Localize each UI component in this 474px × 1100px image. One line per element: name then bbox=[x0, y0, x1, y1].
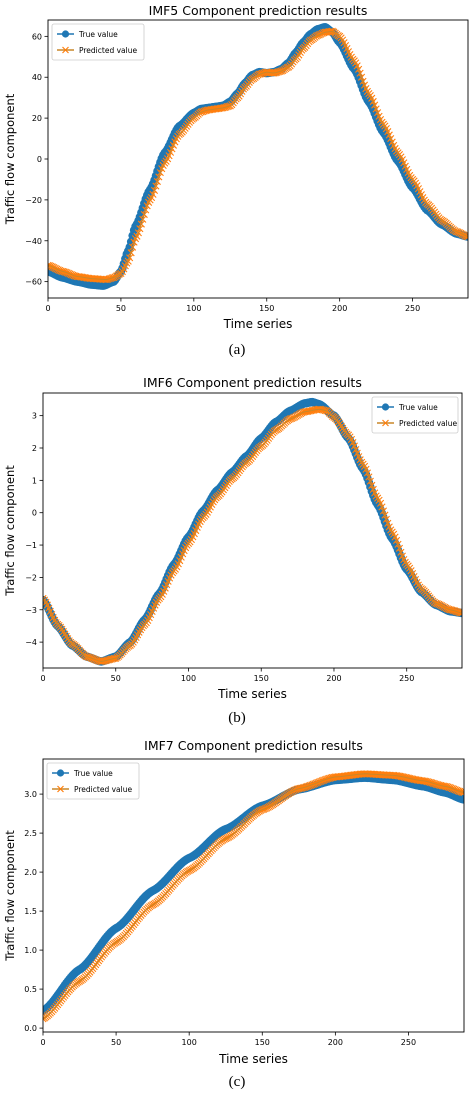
legend-x-marker bbox=[382, 419, 389, 427]
y-tick-label: 2 bbox=[32, 444, 37, 453]
x-tick-label: 200 bbox=[328, 1038, 343, 1047]
x-tick-label: 250 bbox=[405, 304, 420, 313]
legend-x-marker bbox=[57, 785, 64, 793]
y-tick-label: 1.0 bbox=[24, 946, 37, 955]
x-tick-label: 100 bbox=[182, 1038, 197, 1047]
series-predicted-value bbox=[43, 405, 462, 666]
y-tick-label: 2.5 bbox=[24, 829, 37, 838]
y-tick-label: 1.5 bbox=[24, 907, 37, 916]
series-true-value bbox=[48, 22, 468, 290]
x-tick-label: 250 bbox=[399, 674, 414, 683]
chart-panel-b: IMF6 Component prediction results 0 50 100 1… bbox=[0, 368, 474, 708]
x-tick-label: 150 bbox=[254, 674, 269, 683]
series-true-value bbox=[43, 397, 462, 666]
predicted-value-line bbox=[43, 408, 462, 663]
chart-title: IMF6 Component prediction results bbox=[143, 375, 362, 390]
legend-x-marker bbox=[62, 46, 69, 54]
y-tick-label: 40 bbox=[32, 73, 42, 82]
x-tick-label: 150 bbox=[255, 1038, 270, 1047]
x-tick-label: 200 bbox=[332, 304, 347, 313]
y-tick-label: 1 bbox=[32, 476, 37, 485]
y-tick-label: 0.5 bbox=[24, 985, 37, 994]
panel-label-a: (a) bbox=[228, 342, 246, 358]
axes-frame bbox=[47, 19, 469, 299]
legend-label: Predicted value bbox=[399, 419, 457, 428]
y-tick-label: −1 bbox=[25, 541, 37, 550]
x-tick-label: 0 bbox=[40, 674, 45, 683]
legend-circle-marker bbox=[61, 30, 70, 38]
y-tick-label: −4 bbox=[25, 638, 37, 647]
legend-box bbox=[46, 762, 140, 800]
panel-label-c: (c) bbox=[228, 1074, 246, 1090]
y-tick-label: 0.0 bbox=[24, 1024, 37, 1033]
predicted-value-point bbox=[464, 233, 468, 241]
chart-title: IMF5 Component prediction results bbox=[149, 3, 368, 18]
y-tick-label: 3 bbox=[32, 412, 37, 421]
x-axis-label: Time series bbox=[217, 687, 287, 701]
x-tick-label: 200 bbox=[326, 674, 341, 683]
plot-area bbox=[43, 770, 464, 1023]
y-tick-label: −20 bbox=[25, 196, 42, 205]
x-tick-label: 50 bbox=[111, 1038, 121, 1047]
y-tick-label: 0 bbox=[32, 509, 37, 518]
x-tick-label: 0 bbox=[45, 304, 50, 313]
legend-circle-marker bbox=[381, 403, 390, 411]
panel-label-b: (b) bbox=[228, 710, 246, 726]
y-tick-label: −60 bbox=[25, 278, 42, 287]
y-axis-label: Traffic flow component bbox=[3, 465, 17, 597]
legend: True value Predicted value bbox=[51, 23, 145, 61]
x-tick-label: 50 bbox=[116, 304, 126, 313]
chart-panel-a: IMF5 Component prediction results 0 50 100 1… bbox=[0, 0, 474, 340]
x-axis-label: Time series bbox=[223, 317, 293, 331]
chart-title: IMF7 Component prediction results bbox=[144, 738, 363, 753]
legend-label: True value bbox=[73, 769, 113, 778]
x-tick-label: 50 bbox=[111, 674, 121, 683]
predicted-value-line bbox=[48, 30, 468, 281]
legend-circle-marker bbox=[56, 769, 65, 777]
y-tick-label: 20 bbox=[32, 114, 42, 123]
axes-frame bbox=[42, 758, 465, 1033]
plot-area bbox=[43, 397, 462, 666]
chart-panel-c: IMF7 Component prediction results 0 50 100 1… bbox=[0, 735, 474, 1071]
y-tick-label: 2.0 bbox=[24, 868, 37, 877]
plot-area bbox=[48, 22, 468, 290]
chart-imf7: IMF7 Component prediction results 0 50 100 1… bbox=[3, 738, 465, 1066]
legend-label: True value bbox=[398, 403, 438, 412]
true-value-point bbox=[459, 795, 464, 804]
legend-label: Predicted value bbox=[74, 785, 132, 794]
x-tick-label: 150 bbox=[259, 304, 274, 313]
y-axis-label: Traffic flow component bbox=[3, 830, 17, 962]
chart-imf6: IMF6 Component prediction results 0 50 100 1… bbox=[3, 375, 463, 701]
legend: True value Predicted value bbox=[371, 396, 459, 434]
y-tick-label: −40 bbox=[25, 237, 42, 246]
legend-label: Predicted value bbox=[79, 46, 137, 55]
legend-label: True value bbox=[78, 30, 118, 39]
x-axis-label: Time series bbox=[218, 1052, 288, 1066]
y-tick-label: 60 bbox=[32, 32, 42, 41]
chart-imf5: IMF5 Component prediction results 0 50 100 1… bbox=[3, 3, 469, 331]
legend: True value Predicted value bbox=[46, 762, 140, 800]
y-tick-label: 3.0 bbox=[24, 790, 37, 799]
predicted-value-line bbox=[43, 773, 464, 1020]
y-tick-label: −3 bbox=[25, 606, 37, 615]
predicted-value-point bbox=[458, 609, 462, 617]
legend-box bbox=[51, 23, 145, 61]
axes-frame bbox=[42, 392, 463, 669]
predicted-value-point bbox=[460, 788, 464, 797]
series-predicted-value bbox=[43, 770, 464, 1023]
x-tick-label: 0 bbox=[40, 1038, 45, 1047]
x-tick-label: 250 bbox=[401, 1038, 416, 1047]
x-tick-label: 100 bbox=[186, 304, 201, 313]
y-axis-label: Traffic flow component bbox=[3, 93, 17, 225]
y-tick-label: 0 bbox=[37, 155, 42, 164]
legend-box bbox=[371, 396, 459, 434]
x-tick-label: 100 bbox=[181, 674, 196, 683]
series-predicted-value bbox=[48, 27, 468, 284]
y-tick-label: −2 bbox=[25, 573, 37, 582]
